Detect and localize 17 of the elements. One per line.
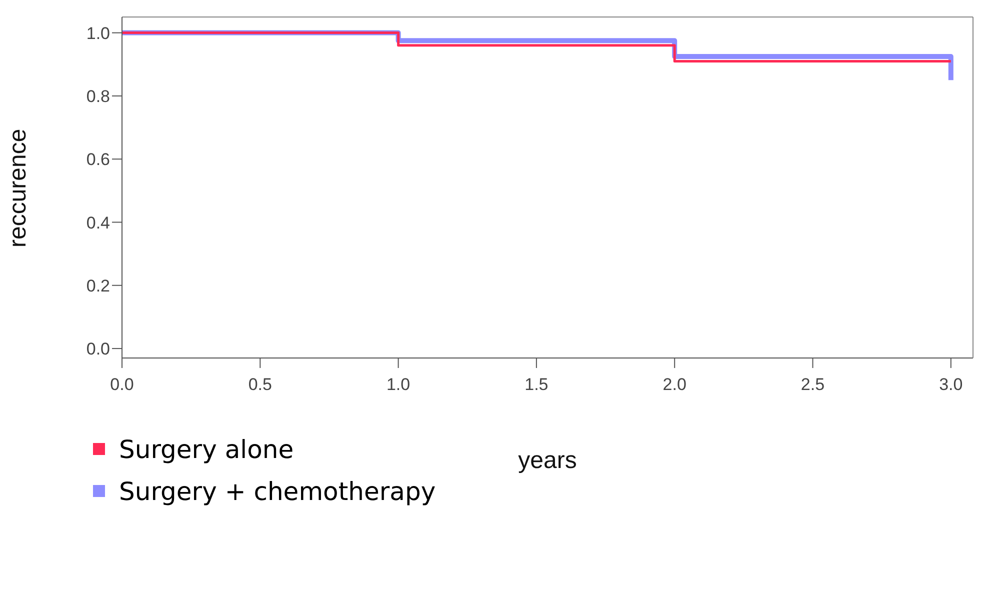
x-tick-label: 2.5: [800, 375, 825, 394]
x-tick-label: 1.5: [524, 375, 548, 394]
y-tick-label: 0.2: [86, 276, 110, 296]
y-tick-label: 0.8: [86, 86, 110, 106]
x-tick-label: 2.0: [662, 375, 686, 394]
legend-label: Surgery + chemotherapy: [119, 476, 436, 506]
x-tick-label: 3.0: [939, 375, 963, 394]
y-tick-label: 0.0: [86, 340, 110, 359]
y-tick-label: 1.0: [86, 24, 110, 43]
x-axis-title: years: [518, 447, 577, 474]
x-tick-label: 0.0: [110, 375, 134, 394]
y-axis-title: reccurence: [4, 128, 32, 248]
y-tick-label: 0.4: [86, 213, 110, 232]
x-tick-label: 0.5: [248, 375, 272, 394]
x-tick-label: 1.0: [386, 375, 410, 394]
y-tick-label: 0.6: [86, 150, 110, 170]
legend-label: Surgery alone: [119, 434, 294, 464]
